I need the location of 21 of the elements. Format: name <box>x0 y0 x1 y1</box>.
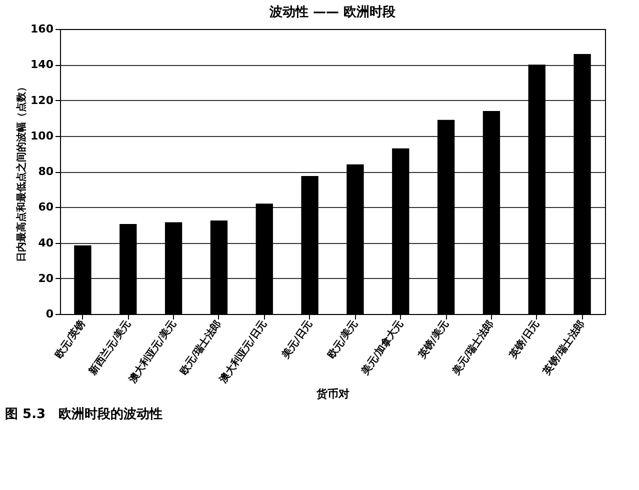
y-axis-title: 日内最高点和最低点之间的波幅（点数） <box>16 82 28 262</box>
caption: 图 5.3 欧洲时段的波动性 <box>5 407 163 422</box>
x-tick-label: 英镑/日元 <box>506 318 542 362</box>
y-tick-label: 140 <box>30 58 54 72</box>
y-tick-label: 0 <box>46 308 54 320</box>
y-tick-label: 160 <box>30 22 54 36</box>
y-tick-label: 40 <box>38 236 54 250</box>
y-tick-label: 80 <box>38 165 54 178</box>
chart-title: 波动性 —— 欧洲时段 <box>268 5 397 20</box>
y-tick-label: 60 <box>38 200 54 214</box>
y-tick-label: 100 <box>30 129 54 142</box>
x-tick-label: 美元/日元 <box>279 318 315 362</box>
y-tick-label: 120 <box>30 94 54 107</box>
x-tick-label: 欧元/英镑 <box>52 318 88 361</box>
x-tick-label: 美元/加拿大元 <box>358 318 406 378</box>
y-tick-label: 20 <box>38 272 54 285</box>
x-tick-label: 英镑/瑞士法郎 <box>540 318 588 378</box>
x-tick-label: 欧元/美元 <box>325 318 360 361</box>
x-tick-label: 美元/瑞士法郎 <box>449 318 496 378</box>
x-tick-label: 英镑/美元 <box>416 318 451 362</box>
x-axis-title: 货币对 <box>316 388 350 401</box>
